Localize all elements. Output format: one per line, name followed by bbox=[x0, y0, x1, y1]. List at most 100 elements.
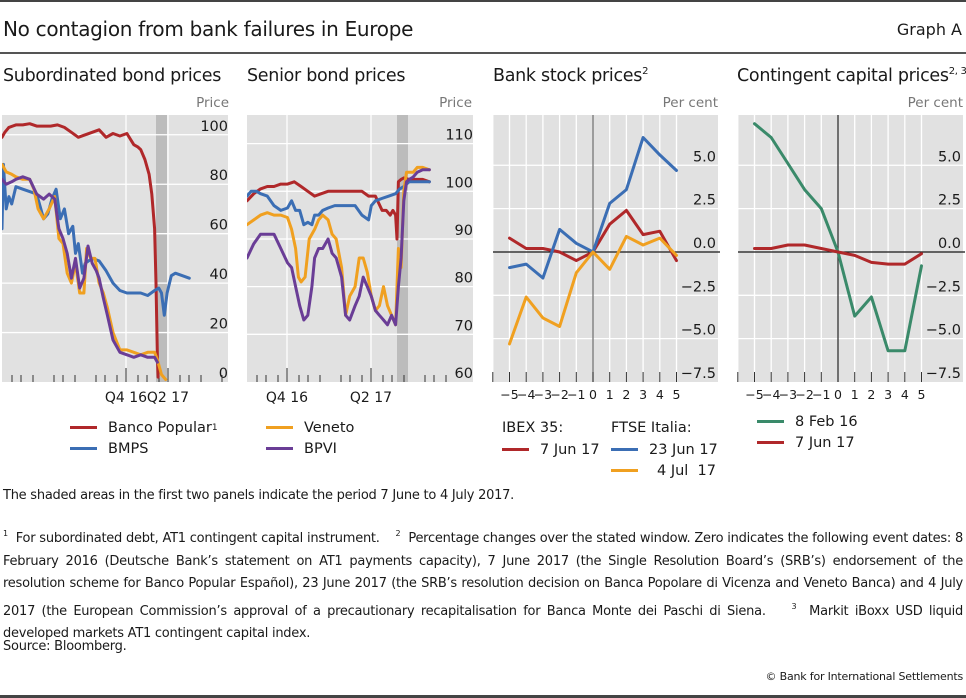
chart-panel-3: −7.5 −5.0 −2.5 0.0 2.5 5.0 −5−4−3−2−1 0 1 2 3 4 5 bbox=[492, 115, 720, 402]
legend-swatch bbox=[757, 420, 784, 423]
y-unit-label: Price bbox=[439, 95, 472, 111]
footnote-mark: 1 bbox=[3, 529, 8, 538]
legend-swatch bbox=[611, 448, 638, 451]
footnotes: 1 For subordinated debt, AT1 contingent … bbox=[3, 523, 963, 646]
y-unit-label: Per cent bbox=[907, 95, 963, 111]
legend-swatch bbox=[266, 426, 293, 429]
legend-panel4: 8 Feb 16 7 Jun 17 bbox=[757, 411, 858, 453]
panel-title-cocos: Contingent capital prices2, 3 bbox=[737, 66, 966, 86]
legend-item: 7 Jun 17 bbox=[757, 432, 858, 453]
legend-panel3-ibex: IBEX 35: 7 Jun 17 bbox=[502, 418, 600, 460]
shaded-period bbox=[156, 115, 167, 382]
copyright: © Bank for International Settlements bbox=[765, 670, 964, 683]
legend-item: 4 Jul 17 bbox=[611, 460, 718, 481]
x-tick-label: 0 bbox=[834, 387, 842, 402]
footnote-mark: 3 bbox=[791, 601, 797, 611]
x-tick-label: −5 bbox=[500, 387, 518, 402]
x-tick-label: 0 bbox=[589, 387, 597, 402]
bottom-rule bbox=[0, 695, 966, 698]
y-tick-label: −2.5 bbox=[926, 279, 961, 295]
graph-label: Graph A bbox=[896, 20, 962, 39]
x-tick-label: 5 bbox=[673, 387, 681, 402]
x-tick-label: 1 bbox=[851, 387, 859, 402]
x-tick-label: 4 bbox=[901, 387, 909, 402]
legend-swatch bbox=[266, 447, 293, 450]
x-tick-label: −2 bbox=[550, 387, 568, 402]
series-line-banco-popular bbox=[247, 176, 431, 241]
panel-title-senior: Senior bond prices bbox=[247, 66, 405, 86]
footnote-ref: 1 bbox=[211, 422, 218, 433]
legend-label: 7 Jun 17 bbox=[795, 434, 855, 451]
footnote-ref: 2 bbox=[642, 66, 649, 77]
legend-label: 4 Jul 17 bbox=[657, 462, 716, 479]
series-line-ftse-italia-4-jul-17 bbox=[508, 234, 678, 346]
y-unit-label: Per cent bbox=[662, 95, 718, 111]
x-tick-label: 2 bbox=[867, 387, 875, 402]
shaded-area-note: The shaded areas in the first two panels… bbox=[3, 488, 515, 503]
legend-label: BPVI bbox=[304, 440, 337, 457]
x-tick-label: −2 bbox=[795, 387, 813, 402]
x-tick-label: 5 bbox=[918, 387, 926, 402]
legend-label: Banco Popular bbox=[108, 419, 212, 436]
y-tick-label: 5.0 bbox=[938, 149, 961, 165]
panel-title-text: Subordinated bond prices bbox=[3, 66, 222, 86]
legend-item: 8 Feb 16 bbox=[757, 411, 858, 432]
x-tick-label: 4 bbox=[656, 387, 664, 402]
footnote-1: For subordinated debt, AT1 contingent ca… bbox=[15, 531, 380, 546]
legend-swatch bbox=[70, 426, 97, 429]
series-line-banco-popular bbox=[2, 122, 160, 379]
legend-label: BMPS bbox=[108, 440, 149, 457]
legend-swatch bbox=[70, 447, 97, 450]
y-tick-label: 80 bbox=[210, 168, 228, 184]
x-tick-label: Q2 17 bbox=[147, 390, 189, 406]
legend-label: 8 Feb 16 bbox=[795, 413, 858, 430]
y-tick-label: 20 bbox=[210, 317, 228, 333]
x-tick-label: −3 bbox=[534, 387, 552, 402]
plot-area bbox=[247, 115, 473, 382]
panel-title-text: Senior bond prices bbox=[247, 66, 406, 86]
x-tick-label: 1 bbox=[606, 387, 614, 402]
chart-panel-2: 60 70 80 90 100 110 Q4 16 Q2 17 bbox=[247, 115, 473, 406]
series-line-bmps bbox=[247, 180, 431, 227]
x-tick-label: −4 bbox=[762, 387, 780, 402]
y-tick-label: −7.5 bbox=[681, 366, 716, 382]
y-tick-label: −5.0 bbox=[681, 323, 716, 339]
series-line-7-jun-17 bbox=[753, 243, 923, 266]
legend-item: BMPS bbox=[70, 438, 218, 459]
y-tick-label: 100 bbox=[200, 119, 228, 135]
x-tick-label: Q2 17 bbox=[350, 390, 392, 406]
panel-title-text: Bank stock prices bbox=[493, 66, 643, 86]
panel-title-text: Contingent capital prices bbox=[737, 66, 949, 86]
footnote-3: Markit iBoxx USD liquid developed market… bbox=[3, 603, 963, 642]
legend-swatch bbox=[502, 448, 529, 451]
y-tick-label: −2.5 bbox=[681, 279, 716, 295]
y-tick-label: 70 bbox=[455, 318, 473, 334]
footnote-2: Percentage changes over the stated windo… bbox=[3, 531, 964, 619]
legend-label: 7 Jun 17 bbox=[540, 441, 600, 458]
y-tick-label: 0.0 bbox=[693, 236, 716, 252]
y-unit-label: Price bbox=[196, 95, 229, 111]
legend-item: Banco Popular 1 bbox=[70, 417, 218, 438]
header-rule bbox=[0, 52, 966, 54]
legend-item: 7 Jun 17 bbox=[502, 439, 600, 460]
footnote-mark: 2 bbox=[395, 529, 401, 538]
x-tick-label: 3 bbox=[639, 387, 647, 402]
legend-label: Veneto bbox=[304, 419, 355, 436]
x-tick-label: −1 bbox=[567, 387, 585, 402]
x-tick-label: 3 bbox=[884, 387, 892, 402]
panel-title-subordinated: Subordinated bond prices bbox=[3, 66, 221, 86]
y-tick-label: 100 bbox=[445, 175, 473, 191]
y-tick-label: 90 bbox=[455, 223, 473, 239]
series-line-bpvi bbox=[2, 175, 159, 364]
y-tick-label: 60 bbox=[455, 366, 473, 382]
y-tick-label: −5.0 bbox=[926, 323, 961, 339]
top-rule bbox=[0, 0, 966, 2]
y-tick-label: 0 bbox=[219, 366, 228, 382]
legend-panel1: Banco Popular 1 BMPS bbox=[70, 417, 218, 459]
footnote-ref: 2, 3 bbox=[948, 66, 966, 77]
x-tick-label: −4 bbox=[517, 387, 535, 402]
panel-title-stock: Bank stock prices2 bbox=[493, 66, 648, 86]
legend-item: 23 Jun 17 bbox=[611, 439, 718, 460]
y-tick-label: 2.5 bbox=[693, 193, 716, 209]
